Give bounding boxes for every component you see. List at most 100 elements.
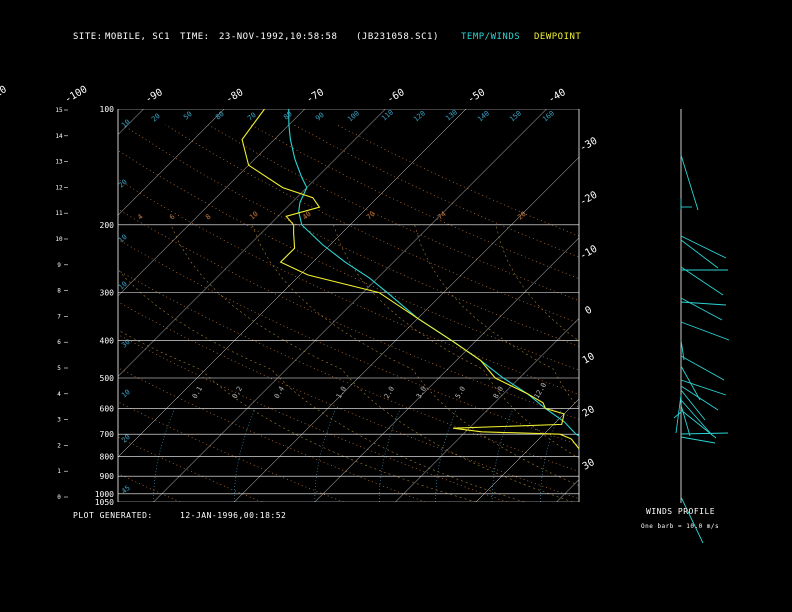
mixing-ratio-label: 130 xyxy=(444,108,459,122)
pressure-tick-label: 500 xyxy=(100,374,115,383)
moist-adiabat-label: 0.2 xyxy=(231,385,244,400)
wind-barb-line xyxy=(673,411,682,419)
moist-adiabat-line xyxy=(333,224,579,459)
mixing-ratio-label: 70 xyxy=(246,111,258,123)
isotherm-line xyxy=(153,109,547,502)
pressure-tick-label: 600 xyxy=(100,404,115,413)
pressure-tick-label: 1000 xyxy=(95,490,114,499)
mixing-ratio-line xyxy=(233,408,256,502)
right-temperature-label: 30 xyxy=(581,457,597,473)
moist-adiabat-label: 3.0 xyxy=(415,385,428,400)
isotherm-line xyxy=(718,109,792,502)
moist-adiabat-line xyxy=(170,224,573,502)
pressure-tick-label: 100 xyxy=(100,105,115,114)
mixing-ratio-label: 10 xyxy=(120,118,132,130)
pressure-tick-label: 1050 xyxy=(95,498,114,507)
dry-adiabat-label: 8 xyxy=(204,213,212,222)
dry-adiabat-line xyxy=(251,124,579,280)
top-temperature-label: -90 xyxy=(144,87,165,106)
top-temperature-label: -70 xyxy=(305,87,326,106)
top-temperature-label: -40 xyxy=(547,87,568,106)
winds-profile-title: WINDS PROFILE xyxy=(646,507,716,516)
mixing-ratio-label: 80 xyxy=(282,110,294,122)
dewpoint-profile-line xyxy=(241,109,579,450)
mixing-ratio-label: 90 xyxy=(314,111,326,123)
dry-adiabat-label: 10 xyxy=(248,210,260,222)
dry-adiabat-label: 20 xyxy=(516,210,528,222)
mixing-ratio-line xyxy=(153,408,175,502)
isotherm-line xyxy=(475,398,579,502)
mixing-ratio-label: 150 xyxy=(508,109,523,123)
isotherm-line xyxy=(395,318,579,502)
height-tick-label: 2 xyxy=(57,442,61,449)
right-temperature-label: 20 xyxy=(581,404,597,420)
dry-adiabat-line xyxy=(118,436,262,502)
moist-adiabat-label: 0.4 xyxy=(273,385,286,400)
height-tick-label: 3 xyxy=(57,417,61,424)
dry-adiabat-line xyxy=(118,367,426,502)
wind-barb-line xyxy=(680,385,719,411)
isotherm-line xyxy=(118,109,467,458)
isotherm-line xyxy=(118,109,225,216)
mixing-ratio-line xyxy=(378,408,401,502)
top-temperature-label: -50 xyxy=(466,87,487,106)
moist-adiabat-line xyxy=(495,224,579,342)
height-tick-label: 9 xyxy=(57,262,61,269)
dry-adiabat-line xyxy=(118,150,579,371)
mixing-ratio-label: 80 xyxy=(214,110,226,122)
time-value: 23-NOV-1992,10:58:58 xyxy=(219,32,338,42)
wind-barb-line xyxy=(680,379,727,396)
top-temperature-label: -80 xyxy=(224,87,245,106)
moist-adiabat-label: 8.0 xyxy=(492,385,505,400)
wind-barb-line xyxy=(680,404,691,437)
dry-adiabat-line xyxy=(118,269,579,472)
dry-adiabat-line xyxy=(122,124,579,347)
mixing-ratio-line xyxy=(589,409,610,503)
pressure-tick-label: 200 xyxy=(100,221,115,230)
height-tick-label: 0 xyxy=(57,494,61,501)
height-tick-label: 13 xyxy=(55,159,63,166)
site-value: MOBILE, SC1 xyxy=(105,32,171,42)
moist-adiabat-line xyxy=(251,224,579,486)
dry-adiabat-label: 4 xyxy=(136,213,144,222)
mixing-ratio-label: 160 xyxy=(541,109,556,123)
dry-adiabat-line xyxy=(165,124,579,324)
top-temperature-label: -60 xyxy=(385,87,406,106)
moist-adiabat-label: 5.0 xyxy=(454,385,467,400)
height-tick-label: 15 xyxy=(55,107,63,114)
height-tick-label: 11 xyxy=(55,210,63,217)
height-tick-label: 5 xyxy=(57,365,61,372)
time-label: TIME: xyxy=(180,32,210,42)
height-tick-label: 6 xyxy=(57,339,61,346)
mixing-ratio-label: 30 xyxy=(120,338,132,350)
dry-adiabat-label: 6 xyxy=(168,213,176,222)
height-tick-label: 12 xyxy=(55,184,63,191)
wind-barb-line xyxy=(680,301,727,306)
right-temperature-label: -20 xyxy=(578,190,599,209)
mixing-ratio-label: 140 xyxy=(476,109,491,123)
pressure-tick-label: 800 xyxy=(100,453,115,462)
mixing-ratio-label: 100 xyxy=(346,109,361,123)
dry-adiabat-label: 40 xyxy=(301,210,313,222)
top-temperature-label: -100 xyxy=(63,84,89,106)
wind-barb-line xyxy=(680,389,706,421)
isotherm-line xyxy=(234,156,579,502)
wind-barb-line xyxy=(680,266,724,296)
plot-generated-value: 12-JAN-1996,00:18:52 xyxy=(180,511,287,520)
wind-barb-line xyxy=(680,297,723,321)
isotherm-line xyxy=(118,109,386,377)
dry-adiabat-label: 70 xyxy=(365,210,377,222)
mixing-ratio-label: 10 xyxy=(117,280,129,292)
top-temperature-label: -110 xyxy=(0,84,9,106)
dry-adiabat-line xyxy=(118,301,579,500)
dry-adiabat-line xyxy=(118,334,508,502)
moist-adiabat-label: 0.1 xyxy=(191,385,204,400)
dry-adiabat-line xyxy=(293,124,579,258)
site-label: SITE: xyxy=(73,32,103,42)
height-tick-label: 1 xyxy=(57,468,61,475)
dry-adiabat-line xyxy=(118,238,579,446)
height-tick-label: 14 xyxy=(55,133,63,140)
height-tick-label: 10 xyxy=(55,236,63,243)
mixing-ratio-label: 50 xyxy=(182,110,194,122)
